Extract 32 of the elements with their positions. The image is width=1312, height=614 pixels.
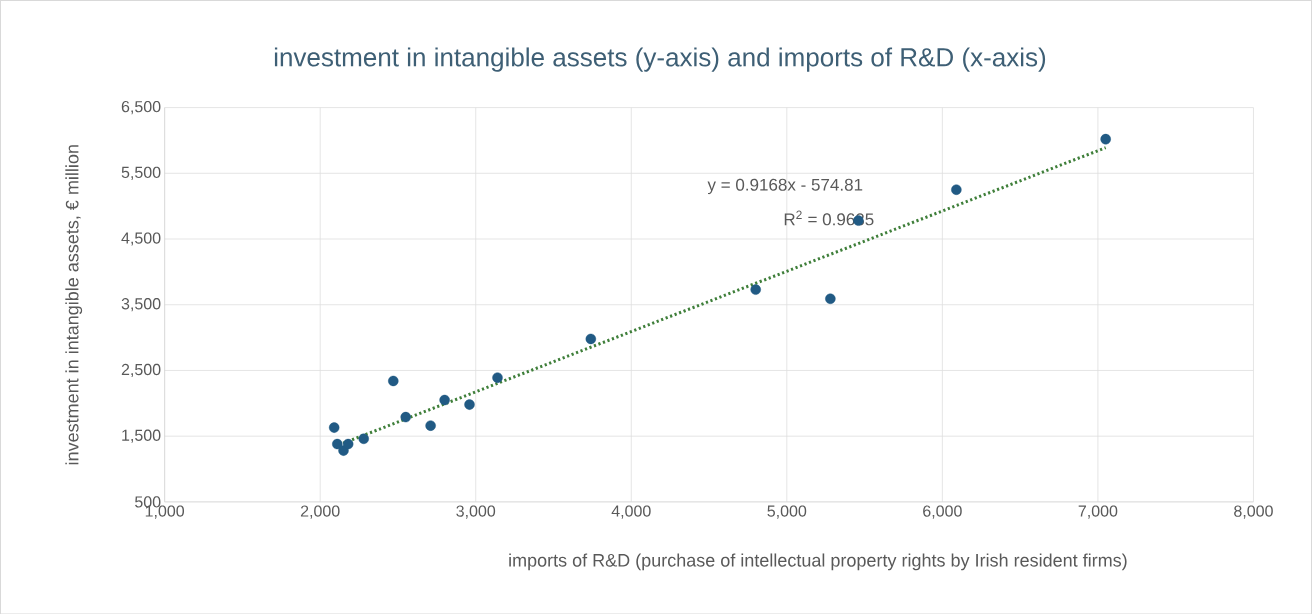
point [342, 438, 354, 450]
point [825, 293, 836, 304]
x-tick-label: 4,000 [611, 505, 651, 519]
point [951, 184, 962, 195]
y-tick-label: 5,500 [121, 166, 161, 180]
point [464, 399, 475, 410]
point [425, 420, 436, 431]
point [1100, 133, 1111, 145]
y-tick-label: 2,500 [121, 363, 161, 377]
y-tick-label: 1,500 [122, 429, 161, 443]
point [585, 333, 597, 344]
point [439, 394, 450, 405]
x-tick-label: 8,000 [1234, 505, 1273, 519]
y-tick-label: 3,500 [121, 297, 161, 312]
point [400, 411, 411, 423]
x-tick-label: 5,000 [767, 505, 807, 519]
x-tick-label: 6,000 [923, 505, 962, 519]
point [332, 438, 343, 450]
point [750, 284, 761, 295]
point [388, 375, 399, 386]
y-tick-label: 4,500 [121, 232, 161, 246]
x-tick-label: 2,000 [300, 505, 340, 519]
y-tick-label: 6,500 [121, 100, 161, 114]
annotation: y = 0.9168x - 574.81 [707, 178, 863, 194]
x-tick-label: 7,000 [1078, 505, 1118, 519]
point [358, 433, 369, 444]
point [492, 372, 503, 383]
x-axis-title: imports of R&D (purchase of intellectual property rights by Irish resident firms) [509, 553, 1127, 571]
point [328, 422, 340, 433]
x-tick-label: 3,000 [456, 505, 496, 519]
chart-title: investment in intangible assets (y-axis) and imports of R&D (x-axis) [274, 47, 1046, 72]
y-axis-title: investment in intangible assets, € million [65, 145, 83, 464]
